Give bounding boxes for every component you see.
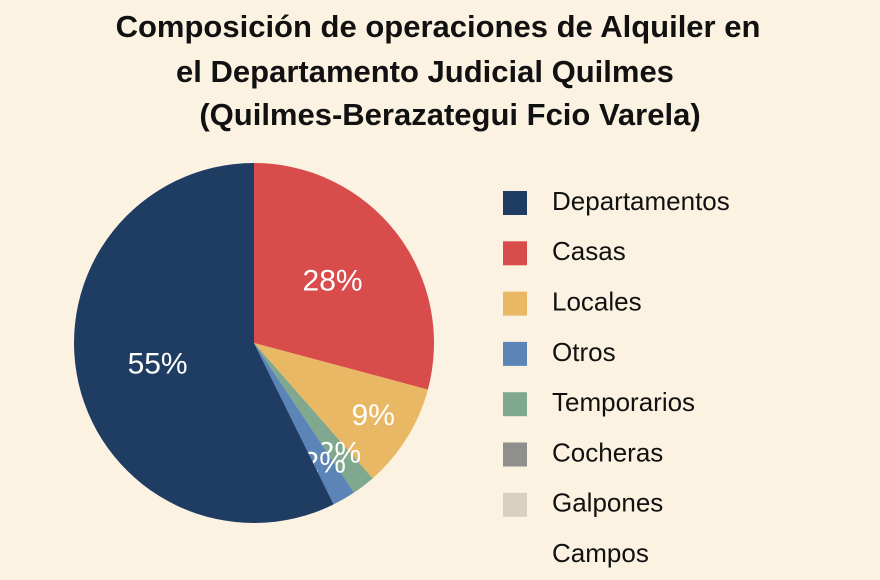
legend-label: Campos — [552, 538, 649, 568]
legend-label: Galpones — [552, 488, 663, 518]
legend-swatch — [503, 241, 527, 266]
legend-label: Casas — [552, 236, 626, 266]
legend-swatch — [503, 191, 527, 215]
legend-swatch — [503, 442, 527, 467]
pie-slice — [74, 163, 334, 523]
legend-swatch — [503, 341, 527, 366]
legend-swatch — [503, 291, 527, 316]
value-label: 9% — [352, 399, 395, 432]
chart-title: el Departamento Judicial Quilmes — [176, 54, 674, 89]
legend-label: Otros — [552, 337, 616, 367]
chart-title: Composición de operaciones de Alquiler e… — [116, 9, 761, 44]
chart-title: (Quilmes-Berazategui Fcio Varela) — [199, 97, 700, 132]
legend-label: Cocheras — [552, 437, 663, 467]
value-label: 28% — [303, 265, 363, 298]
legend-swatch — [503, 492, 527, 517]
legend-label: Locales — [552, 286, 642, 316]
pie-slice — [254, 343, 355, 505]
legend-label: Departamentos — [552, 186, 730, 216]
legend-swatch — [503, 392, 527, 417]
legend-label: Temporarios — [552, 387, 695, 417]
value-label: 55% — [128, 347, 188, 380]
pie-slice — [254, 343, 428, 479]
pie-slice — [254, 163, 434, 390]
pie-slice — [254, 343, 373, 493]
